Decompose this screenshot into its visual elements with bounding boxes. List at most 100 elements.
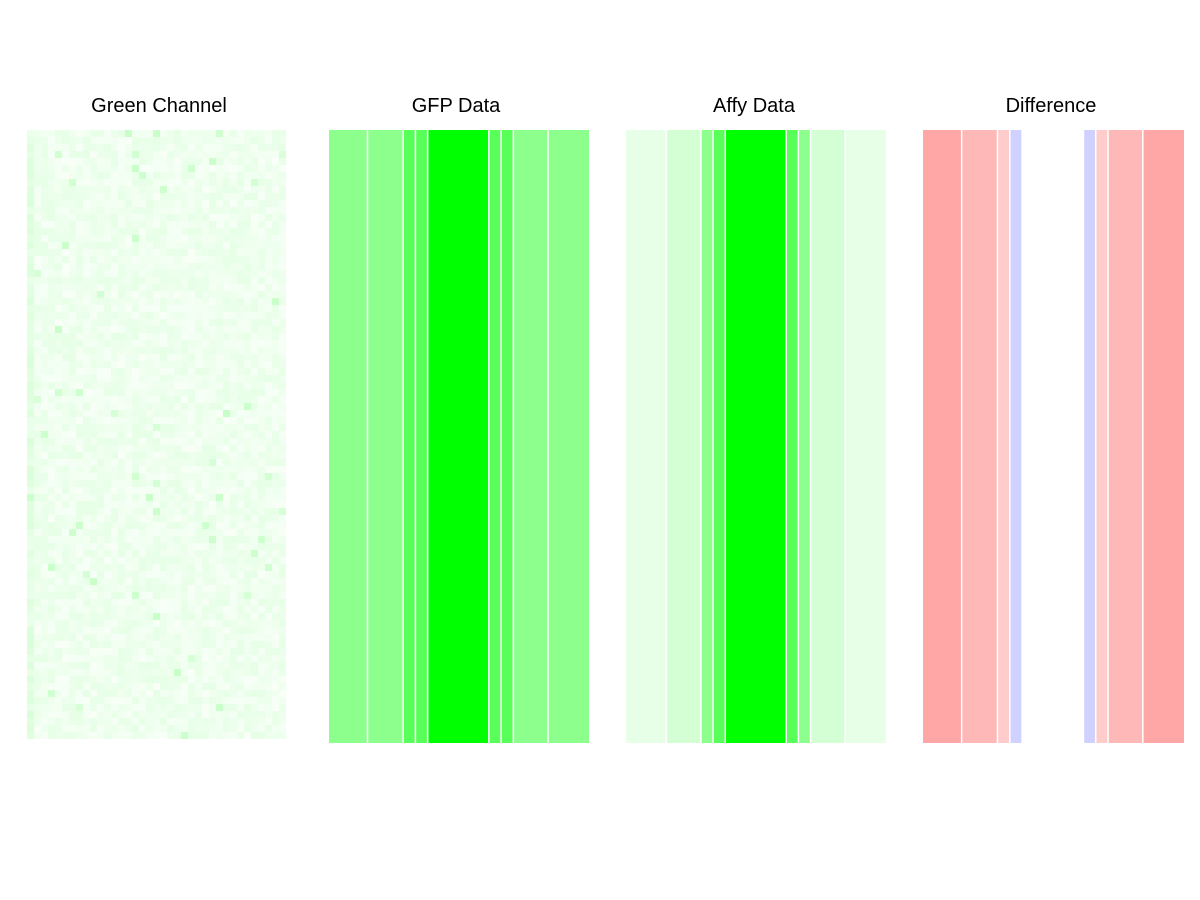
image-cell (230, 480, 237, 487)
image-cell (209, 200, 216, 207)
image-cell (244, 207, 251, 214)
image-cell (188, 676, 195, 683)
image-cell (118, 459, 125, 466)
image-cell (181, 137, 188, 144)
image-cell (265, 627, 272, 634)
image-cell (48, 557, 55, 564)
image-cell (153, 662, 160, 669)
image-cell (244, 340, 251, 347)
image-cell (251, 592, 258, 599)
image-cell (188, 725, 195, 732)
image-cell (104, 690, 111, 697)
image-cell (251, 543, 258, 550)
image-cell (111, 620, 118, 627)
image-cell (223, 333, 230, 340)
image-cell (230, 683, 237, 690)
image-cell (251, 291, 258, 298)
image-cell (55, 361, 62, 368)
image-cell (55, 655, 62, 662)
image-cell (174, 690, 181, 697)
image-cell (223, 235, 230, 242)
image-cell (125, 305, 132, 312)
image-cell (118, 165, 125, 172)
image-cell (265, 326, 272, 333)
image-cell (83, 459, 90, 466)
image-cell (118, 375, 125, 382)
image-cell (27, 508, 34, 515)
image-cell (27, 298, 34, 305)
image-cell (41, 403, 48, 410)
image-cell (188, 235, 195, 242)
image-cell (153, 634, 160, 641)
image-cell (174, 165, 181, 172)
image-cell (237, 648, 244, 655)
image-cell (69, 718, 76, 725)
image-cell (251, 578, 258, 585)
image-cell (132, 536, 139, 543)
image-cell (153, 319, 160, 326)
image-cell (160, 256, 167, 263)
image-cell (216, 179, 223, 186)
image-cell (181, 606, 188, 613)
image-cell (188, 431, 195, 438)
image-cell (125, 382, 132, 389)
image-cell (104, 200, 111, 207)
image-cell (251, 186, 258, 193)
image-cell (209, 732, 216, 739)
image-cell (90, 620, 97, 627)
image-cell (118, 669, 125, 676)
image-cell (279, 585, 286, 592)
image-cell (27, 515, 34, 522)
image-cell (258, 438, 265, 445)
image-cell (48, 627, 55, 634)
image-cell (83, 487, 90, 494)
image-cell (244, 263, 251, 270)
image-cell (223, 403, 230, 410)
image-cell (62, 130, 69, 137)
image-cell (41, 333, 48, 340)
image-cell (41, 690, 48, 697)
image-cell (90, 270, 97, 277)
image-cell (69, 634, 76, 641)
image-cell (132, 522, 139, 529)
image-cell (251, 508, 258, 515)
image-cell (279, 718, 286, 725)
image-cell (125, 571, 132, 578)
image-cell (111, 368, 118, 375)
image-cell (279, 263, 286, 270)
image-cell (104, 732, 111, 739)
image-cell (202, 431, 209, 438)
image-cell (76, 585, 83, 592)
image-cell (230, 452, 237, 459)
image-cell (202, 515, 209, 522)
image-cell (216, 564, 223, 571)
image-cell (244, 354, 251, 361)
image-cell (258, 466, 265, 473)
image-cell (237, 543, 244, 550)
image-cell (265, 221, 272, 228)
image-cell (139, 466, 146, 473)
image-cell (27, 130, 34, 137)
image-cell (251, 256, 258, 263)
image-cell (181, 550, 188, 557)
heatmap-band (666, 130, 702, 743)
image-cell (202, 697, 209, 704)
image-cell (202, 732, 209, 739)
image-cell (244, 291, 251, 298)
image-cell (48, 312, 55, 319)
image-cell (132, 249, 139, 256)
image-cell (244, 711, 251, 718)
image-cell (202, 151, 209, 158)
image-cell (62, 452, 69, 459)
image-cell (160, 515, 167, 522)
image-cell (55, 333, 62, 340)
image-cell (279, 613, 286, 620)
image-cell (76, 487, 83, 494)
image-cell (181, 207, 188, 214)
image-cell (244, 662, 251, 669)
image-cell (146, 487, 153, 494)
image-cell (41, 438, 48, 445)
image-cell (153, 284, 160, 291)
image-cell (223, 634, 230, 641)
image-cell (195, 396, 202, 403)
